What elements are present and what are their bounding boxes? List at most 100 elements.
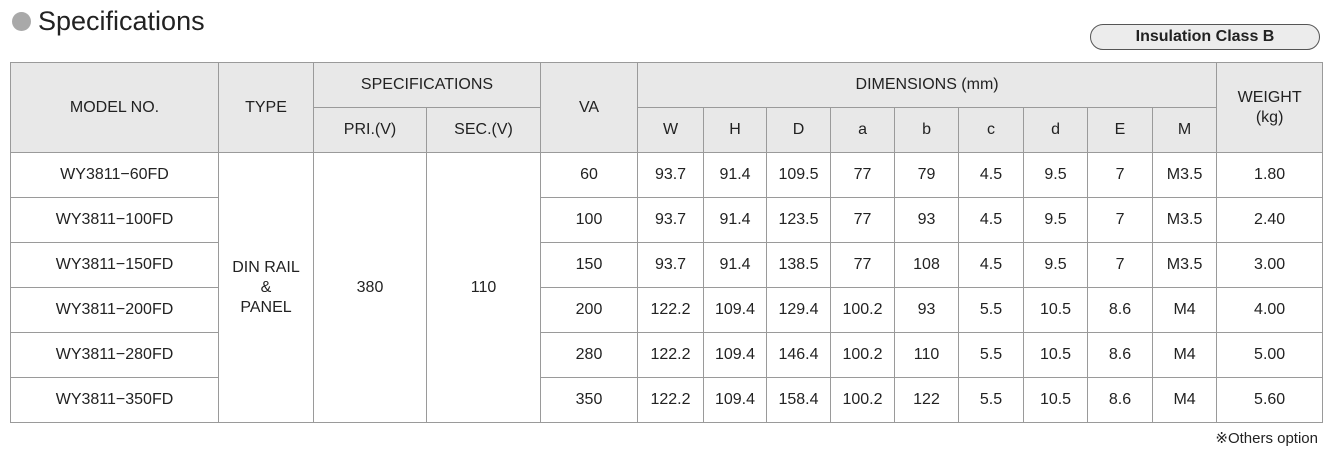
dim-cell: 77 (830, 197, 896, 243)
header-cell: M (1152, 107, 1218, 153)
dim-cell: 109.4 (703, 287, 768, 333)
dim-cell: 122.2 (637, 332, 705, 378)
dim-cell: 129.4 (766, 287, 832, 333)
data-row: WY3811−60FD DIN RAIL & PANEL 380 110 60 93.7 91.… (10, 152, 1324, 423)
header-cell: WEIGHT (kg) (1216, 62, 1324, 153)
dim-cell: 91.4 (703, 197, 768, 243)
header-cell: b (894, 107, 960, 153)
dim-cell: 77 (830, 242, 896, 288)
dim-cell: 138.5 (766, 242, 832, 288)
dim-cell: 10.5 (1023, 287, 1089, 333)
header-cell: E (1087, 107, 1154, 153)
dim-cell: 91.4 (703, 242, 768, 288)
dim-cell: 9.5 (1023, 242, 1089, 288)
dim-cell: 109.4 (703, 377, 768, 423)
dim-cell: 158.4 (766, 377, 832, 423)
type-cell: DIN RAIL & PANEL (218, 152, 314, 423)
dim-cell: M4 (1152, 287, 1218, 333)
model-cell: WY3811−60FD (10, 152, 219, 198)
dim-cell: 110 (894, 332, 960, 378)
dim-cell: 109.4 (703, 332, 768, 378)
model-cell: WY3811−200FD (10, 287, 219, 333)
dim-cell: 93 (894, 197, 960, 243)
header-cell: W (637, 107, 705, 153)
dim-cell: 100.2 (830, 377, 896, 423)
sec-cell: 110 (425, 152, 542, 423)
dim-cell: 91.4 (703, 152, 768, 198)
model-cell: WY3811−100FD (10, 197, 219, 243)
weight-cell: 5.00 (1216, 332, 1324, 378)
data-row: WY3811−280FD 280 122.2 109.4 146.4 100.2 110 5.… (10, 332, 1324, 378)
dim-cell: 9.5 (1023, 152, 1089, 198)
va-cell: 100 (540, 197, 639, 243)
type-line: PANEL (240, 298, 292, 316)
dim-cell: 5.5 (958, 332, 1025, 378)
table-body: WY3811−60FD DIN RAIL & PANEL 380 110 60 93.7 91.… (10, 152, 1324, 423)
data-row: WY3811−350FD 350 122.2 109.4 158.4 100.2 122 5.… (10, 377, 1324, 423)
model-cell: WY3811−280FD (10, 332, 219, 378)
pri-cell: 380 (313, 152, 427, 423)
dim-cell: 8.6 (1087, 332, 1154, 378)
data-row: WY3811−100FD 100 93.7 91.4 123.5 77 93 4.5 9.5 7 M… (10, 197, 1324, 243)
header-cell: D (766, 107, 832, 153)
header-cell: H (703, 107, 768, 153)
header-cell: MODEL NO. (10, 62, 219, 153)
header-cell: SPECIFICATIONS (312, 62, 542, 108)
dim-cell: M4 (1152, 377, 1218, 423)
header-row: MODEL NO. TYPE SPECIFICATIONS VA DIMENSI… (10, 62, 1324, 153)
title-row: Specifications (12, 4, 205, 38)
model-cell: WY3811−150FD (10, 242, 219, 288)
header-cell: a (830, 107, 896, 153)
dim-cell: 93 (894, 287, 960, 333)
dim-cell: 7 (1087, 242, 1154, 288)
header-cell: TYPE (218, 62, 314, 153)
header-cell: SEC.(V) (425, 107, 542, 153)
dim-cell: 4.5 (958, 197, 1025, 243)
dim-cell: 93.7 (637, 152, 705, 198)
dim-cell: 10.5 (1023, 332, 1089, 378)
header-line: WEIGHT (1237, 88, 1302, 106)
dim-cell: 8.6 (1087, 287, 1154, 333)
dim-cell: 7 (1087, 197, 1154, 243)
header-line: (kg) (1255, 108, 1284, 126)
dim-cell: M4 (1152, 332, 1218, 378)
dim-cell: 122 (894, 377, 960, 423)
weight-cell: 1.80 (1216, 152, 1324, 198)
dim-cell: 109.5 (766, 152, 832, 198)
va-cell: 350 (540, 377, 639, 423)
dim-cell: 5.5 (958, 287, 1025, 333)
bullet (12, 11, 31, 31)
table-head: MODEL NO. TYPE SPECIFICATIONS VA DIMENSI… (10, 62, 1324, 153)
va-cell: 200 (540, 287, 639, 333)
header-cell: d (1023, 107, 1089, 153)
va-cell: 280 (540, 332, 639, 378)
dim-cell: M3.5 (1152, 152, 1218, 198)
dim-cell: 122.2 (637, 287, 705, 333)
dim-cell: 4.5 (958, 152, 1025, 198)
dim-cell: 10.5 (1023, 377, 1089, 423)
dim-cell: M3.5 (1152, 242, 1218, 288)
dim-cell: 93.7 (637, 197, 705, 243)
type-line: DIN RAIL (232, 258, 300, 276)
badge: Insulation Class B (1090, 24, 1320, 50)
dim-cell: 77 (830, 152, 896, 198)
data-row: WY3811−200FD 200 122.2 109.4 129.4 100.2 93 5.5… (10, 287, 1324, 333)
dim-cell: 123.5 (766, 197, 832, 243)
weight-cell: 5.60 (1216, 377, 1324, 423)
dim-cell: 9.5 (1023, 197, 1089, 243)
footnote: ※Others option (1215, 430, 1318, 447)
spec-table: MODEL NO. TYPE SPECIFICATIONS VA DIMENSI… (10, 62, 1324, 423)
dim-cell: 146.4 (766, 332, 832, 378)
title: Specifications (38, 5, 205, 36)
va-cell: 60 (540, 152, 639, 198)
header-cell: DIMENSIONS (mm) (637, 62, 1218, 108)
dim-cell: 100.2 (830, 287, 896, 333)
dim-cell: 7 (1087, 152, 1154, 198)
weight-cell: 3.00 (1216, 242, 1324, 288)
dim-cell: 5.5 (958, 377, 1025, 423)
dim-cell: 4.5 (958, 242, 1025, 288)
va-cell: 150 (540, 242, 639, 288)
dim-cell: 8.6 (1087, 377, 1154, 423)
